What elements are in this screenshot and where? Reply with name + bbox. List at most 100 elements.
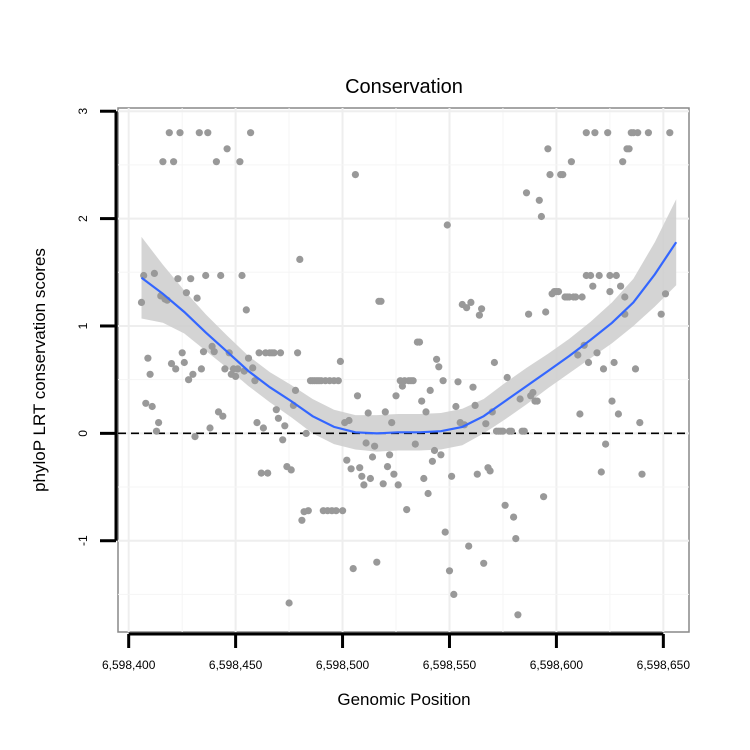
data-point bbox=[554, 288, 563, 296]
data-point bbox=[249, 364, 257, 372]
x-tick-label: 6,598,550 bbox=[423, 658, 477, 672]
data-point bbox=[625, 145, 633, 153]
data-point bbox=[522, 189, 531, 197]
data-point bbox=[422, 408, 430, 416]
data-point bbox=[150, 269, 158, 277]
data-point bbox=[152, 427, 161, 435]
data-point bbox=[339, 507, 347, 515]
data-point bbox=[234, 365, 242, 373]
data-point bbox=[287, 466, 295, 474]
data-point bbox=[244, 354, 253, 362]
data-point bbox=[360, 481, 368, 489]
data-point bbox=[142, 399, 150, 407]
data-point bbox=[358, 472, 366, 480]
data-point bbox=[294, 349, 302, 357]
data-point bbox=[475, 311, 483, 319]
data-point bbox=[217, 271, 225, 280]
data-point bbox=[155, 419, 163, 427]
data-point bbox=[512, 535, 520, 543]
data-point bbox=[507, 427, 516, 435]
data-point bbox=[469, 383, 477, 391]
data-point bbox=[206, 424, 214, 432]
data-point bbox=[146, 370, 154, 378]
data-point bbox=[516, 395, 524, 403]
data-point bbox=[574, 351, 582, 359]
data-point bbox=[381, 408, 389, 416]
data-point bbox=[435, 363, 443, 371]
data-point bbox=[223, 145, 231, 153]
data-point bbox=[392, 392, 400, 400]
data-point bbox=[415, 338, 424, 346]
x-tick-label: 6,598,650 bbox=[637, 658, 691, 672]
data-point bbox=[187, 275, 195, 283]
data-point bbox=[490, 358, 498, 367]
data-point bbox=[535, 196, 543, 204]
data-point bbox=[546, 171, 554, 179]
data-point bbox=[390, 470, 398, 478]
data-point bbox=[302, 429, 310, 437]
data-point bbox=[544, 145, 552, 153]
data-point bbox=[657, 310, 665, 318]
data-point bbox=[176, 129, 184, 137]
data-point bbox=[368, 453, 377, 461]
data-point bbox=[386, 451, 394, 459]
data-point bbox=[503, 373, 511, 382]
data-point bbox=[666, 129, 674, 137]
data-point bbox=[424, 489, 432, 498]
data-point bbox=[454, 378, 462, 386]
data-point bbox=[189, 370, 197, 378]
data-point bbox=[467, 298, 475, 306]
data-point bbox=[270, 349, 278, 357]
confidence-band bbox=[141, 199, 677, 452]
y-tick-label: 0 bbox=[76, 430, 90, 437]
data-point bbox=[597, 468, 605, 476]
data-point bbox=[428, 457, 436, 465]
data-point bbox=[398, 382, 406, 390]
data-point bbox=[144, 354, 152, 362]
plot-panel bbox=[117, 107, 690, 633]
x-tick-label: 6,598,400 bbox=[102, 658, 156, 672]
x-axis-label: Genomic Position bbox=[337, 690, 470, 709]
data-point bbox=[210, 348, 218, 356]
data-points bbox=[137, 129, 674, 619]
data-point bbox=[195, 129, 203, 137]
data-point bbox=[362, 439, 370, 447]
data-point bbox=[621, 293, 629, 301]
x-axis: 6,598,400 6,598,450 6,598,500 6,598,550 6,59… bbox=[102, 632, 691, 672]
data-point bbox=[443, 221, 451, 229]
data-point bbox=[644, 129, 653, 137]
data-point bbox=[606, 271, 614, 280]
data-point bbox=[251, 377, 259, 385]
y-tick-label: -1 bbox=[76, 535, 90, 546]
data-point bbox=[578, 293, 586, 301]
data-point bbox=[349, 565, 357, 573]
data-point bbox=[480, 559, 488, 567]
data-point bbox=[595, 271, 603, 280]
data-point bbox=[165, 129, 173, 137]
data-point bbox=[612, 271, 620, 280]
data-point bbox=[619, 158, 627, 166]
chart-title: Conservation bbox=[345, 76, 463, 98]
data-point bbox=[199, 348, 208, 356]
data-point bbox=[174, 275, 182, 283]
data-point bbox=[291, 386, 300, 394]
data-point bbox=[576, 410, 584, 418]
data-point bbox=[336, 357, 344, 365]
data-point bbox=[439, 377, 447, 385]
data-point bbox=[450, 590, 458, 599]
data-point bbox=[445, 567, 454, 575]
data-point bbox=[178, 349, 186, 357]
data-point bbox=[232, 372, 240, 380]
data-point bbox=[638, 470, 646, 478]
data-point bbox=[471, 401, 479, 409]
data-point bbox=[347, 465, 355, 473]
data-point bbox=[542, 308, 550, 316]
data-point bbox=[473, 470, 481, 478]
data-point bbox=[274, 414, 282, 422]
data-point bbox=[608, 397, 616, 405]
data-point bbox=[388, 419, 396, 427]
data-point bbox=[567, 158, 576, 166]
data-point bbox=[582, 129, 590, 137]
data-point bbox=[514, 611, 522, 619]
